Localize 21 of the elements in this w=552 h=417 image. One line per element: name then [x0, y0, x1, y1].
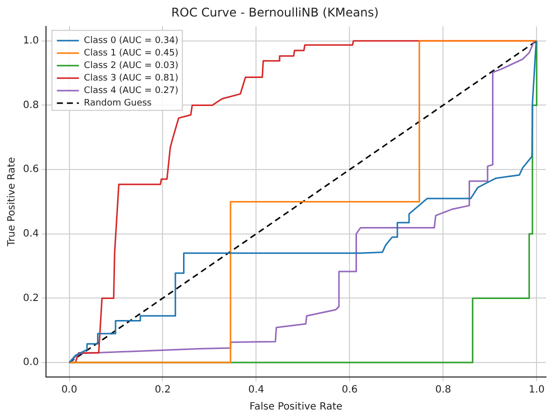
x-tick-label: 0.4: [248, 384, 264, 396]
y-tick-label: 0.6: [22, 164, 39, 176]
x-tick-label: 0.8: [435, 384, 452, 396]
x-tick-label: 0.2: [154, 384, 171, 396]
y-tick-label: 0.2: [22, 292, 39, 304]
x-axis-title: False Positive Rate: [249, 402, 342, 413]
chart-title: ROC Curve - BernoulliNB (KMeans): [171, 5, 379, 20]
y-tick-label: 0.0: [22, 357, 39, 368]
x-tick-label: 0.6: [342, 384, 358, 396]
legend-label: Random Guess: [84, 98, 152, 108]
legend-label: Class 1 (AUC = 0.45): [84, 48, 178, 58]
x-tick-label: 0.0: [61, 384, 78, 396]
legend-label: Class 2 (AUC = 0.03): [84, 60, 178, 71]
y-tick-label: 0.8: [22, 100, 39, 111]
y-tick-label: 0.4: [22, 228, 39, 240]
legend-label: Class 3 (AUC = 0.81): [84, 73, 178, 84]
legend-label: Class 0 (AUC = 0.34): [84, 36, 178, 46]
legend-label: Class 4 (AUC = 0.27): [84, 86, 178, 96]
y-axis-title: True Positive Rate: [6, 157, 18, 248]
y-tick-label: 1.0: [22, 35, 39, 46]
x-tick-label: 1.0: [528, 384, 545, 396]
